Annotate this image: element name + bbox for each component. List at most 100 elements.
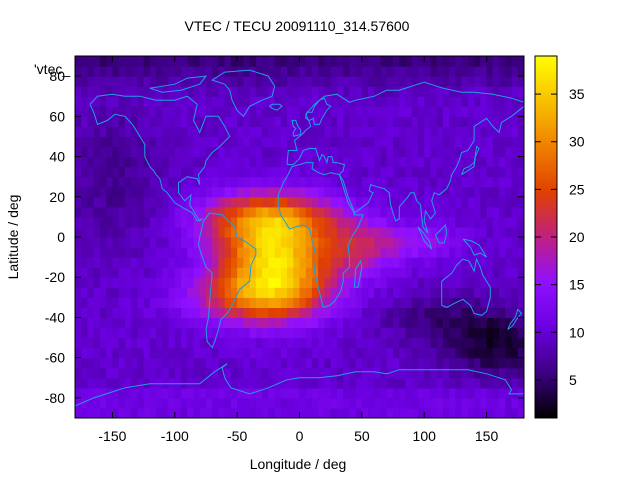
heatmap-cell <box>430 196 438 208</box>
heatmap-cell <box>424 216 432 228</box>
heatmap-cell <box>93 226 101 238</box>
heatmap-cell <box>237 66 244 77</box>
heatmap-cell <box>386 96 394 107</box>
heatmap-cell <box>218 307 226 319</box>
heatmap-cell <box>212 377 220 389</box>
heatmap-cell <box>511 267 519 278</box>
heatmap-cell <box>511 96 519 107</box>
heatmap-cell <box>330 166 338 178</box>
heatmap-cell <box>187 216 195 228</box>
heatmap-cell <box>174 307 182 319</box>
heatmap-cell <box>99 237 107 248</box>
heatmap-cell <box>99 387 107 399</box>
heatmap-cell <box>168 247 176 258</box>
heatmap-cell <box>505 397 513 409</box>
heatmap-cell <box>336 267 344 278</box>
heatmap-cell <box>287 186 294 198</box>
heatmap-cell <box>87 116 95 127</box>
heatmap-cell <box>162 247 170 258</box>
heatmap-cell <box>330 196 338 208</box>
heatmap-cell <box>87 317 95 329</box>
heatmap-cell <box>424 196 432 208</box>
heatmap-cell <box>486 237 494 248</box>
heatmap-cell <box>405 96 413 107</box>
heatmap-cell <box>517 277 524 288</box>
heatmap-cell <box>262 76 269 87</box>
heatmap-cell <box>492 226 500 238</box>
heatmap-cell <box>143 86 151 97</box>
heatmap-cell <box>492 86 500 97</box>
heatmap-cell <box>474 387 481 399</box>
heatmap-cell <box>131 176 138 188</box>
heatmap-cell <box>75 136 82 148</box>
heatmap-cell <box>218 106 226 117</box>
heatmap-cell <box>81 307 89 319</box>
heatmap-cell <box>168 146 176 158</box>
heatmap-cell <box>87 66 95 77</box>
heatmap-cell <box>442 397 450 409</box>
heatmap-cell <box>106 327 114 339</box>
heatmap-cell <box>168 337 176 349</box>
heatmap-cell <box>480 347 488 359</box>
heatmap-cell <box>393 66 400 77</box>
coastline-borneo <box>434 223 448 244</box>
heatmap-cell <box>131 96 138 107</box>
heatmap-cell <box>193 337 201 349</box>
heatmap-cell <box>411 237 419 248</box>
heatmap-cell <box>305 367 313 379</box>
heatmap-cell <box>299 297 307 308</box>
heatmap-cell <box>486 106 494 117</box>
heatmap-cell <box>287 206 294 218</box>
heatmap-cell <box>131 196 138 208</box>
heatmap-cell <box>137 397 145 409</box>
heatmap-cell <box>212 287 220 298</box>
heatmap-cell <box>480 297 488 308</box>
heatmap-cell <box>324 206 332 218</box>
heatmap-cell <box>442 377 450 389</box>
heatmap-cell <box>486 66 494 77</box>
heatmap-cell <box>293 106 301 117</box>
heatmap-cell <box>386 397 394 409</box>
heatmap-cell <box>486 56 494 67</box>
heatmap-cell <box>293 367 301 379</box>
heatmap-cell <box>343 377 350 389</box>
axis-ticks: -150 -100 -50 0 50 100 150-80-60-40-2002040608… <box>45 56 524 444</box>
heatmap-cell <box>143 407 151 418</box>
heatmap-cell <box>249 96 257 107</box>
heatmap-cell <box>199 307 207 319</box>
heatmap-cell <box>405 317 413 329</box>
heatmap-cell <box>143 377 151 389</box>
heatmap-cell <box>230 196 238 208</box>
heatmap-cell <box>262 367 269 379</box>
heatmap-cell <box>131 397 138 409</box>
heatmap-cell <box>430 136 438 148</box>
heatmap-cell <box>343 116 350 127</box>
heatmap-cell <box>287 126 294 138</box>
heatmap-cell <box>280 166 288 178</box>
heatmap-cell <box>293 337 301 349</box>
heatmap-cell <box>393 267 400 278</box>
heatmap-cell <box>112 387 120 399</box>
heatmap-cell <box>87 297 95 308</box>
heatmap-cell <box>449 297 457 308</box>
heatmap-cell <box>75 367 82 379</box>
heatmap-cell <box>212 357 220 369</box>
heatmap-cell <box>511 146 519 158</box>
heatmap-cell <box>505 377 513 389</box>
heatmap-cell <box>467 106 475 117</box>
heatmap-cell <box>156 76 163 87</box>
heatmap-cell <box>81 76 89 87</box>
heatmap-cell <box>187 96 195 107</box>
heatmap-cell <box>199 277 207 288</box>
heatmap-cell <box>187 66 195 77</box>
coastline-antarctica <box>75 363 524 407</box>
heatmap-cell <box>137 216 145 228</box>
heatmap-cell <box>474 116 481 127</box>
heatmap-cell <box>424 156 432 168</box>
heatmap-cell <box>318 76 326 87</box>
heatmap-cell <box>361 247 369 258</box>
heatmap-cell <box>499 387 506 399</box>
heatmap-cell <box>455 357 463 369</box>
heatmap-cell <box>124 387 132 399</box>
heatmap-cell <box>187 196 195 208</box>
